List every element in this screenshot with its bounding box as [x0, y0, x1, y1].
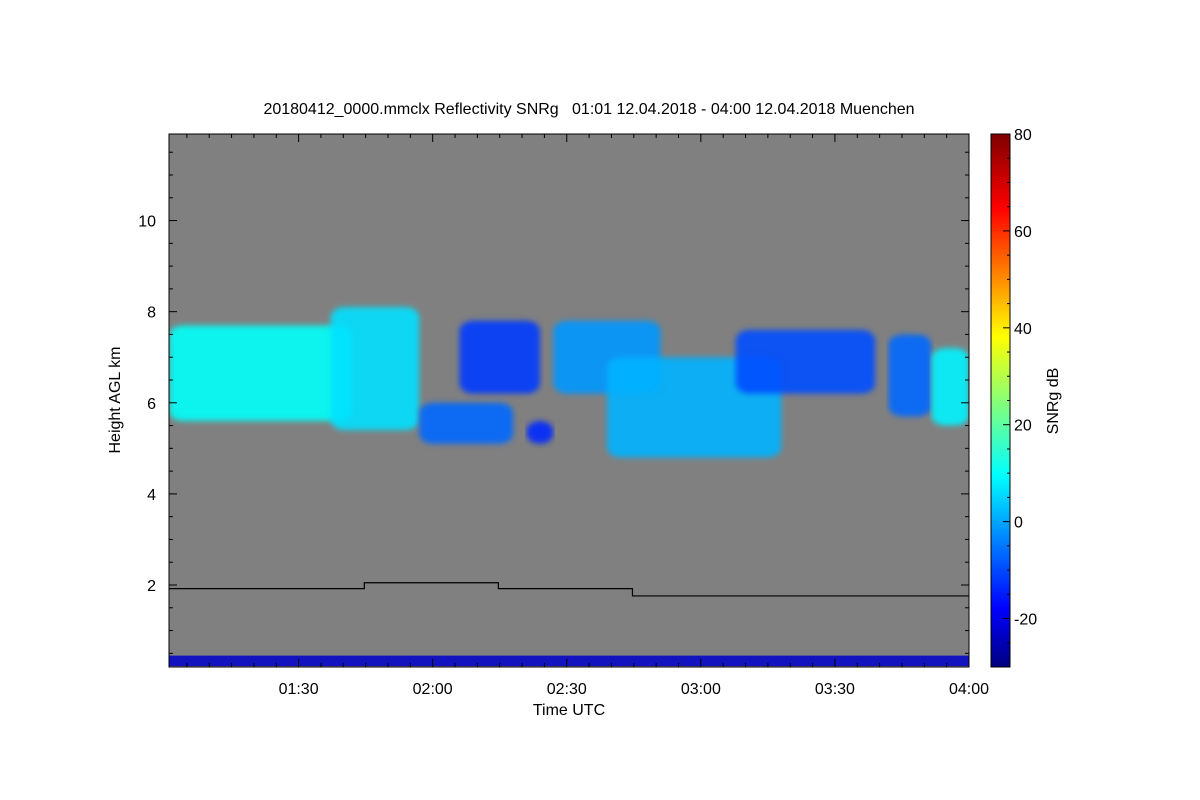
plot-frame — [168, 133, 970, 668]
y-tick-label: 6 — [147, 396, 156, 413]
x-tick-label: 04:00 — [949, 681, 989, 698]
y-tick-label: 8 — [147, 305, 156, 322]
cloud-region — [169, 325, 353, 421]
colorbar-tick-label: 0 — [1014, 515, 1023, 532]
y-axis-label: Height AGL km — [107, 346, 124, 453]
cloud-region — [735, 329, 876, 394]
colorbar-tick-label: 80 — [1014, 127, 1032, 144]
chart-title: 20180412_0000.mmclx Reflectivity SNRg 01… — [263, 101, 914, 118]
cloud-region — [330, 307, 420, 431]
y-tick-label: 4 — [147, 487, 156, 504]
cloud-base-path — [169, 582, 969, 597]
colorbar-tick-label: 40 — [1014, 321, 1032, 338]
cloud-region — [526, 421, 554, 444]
cloud-region — [419, 402, 514, 444]
x-tick-label: 03:30 — [815, 681, 855, 698]
colorbar-tick-label: 20 — [1014, 418, 1032, 435]
y-tick-label: 2 — [147, 578, 156, 595]
x-tick-label: 01:30 — [279, 681, 319, 698]
colorbar-label: SNRg dB — [1045, 368, 1062, 435]
y-axis-ticks: 2 4 6 8 10 — [138, 151, 969, 654]
x-axis-label: Time UTC — [533, 702, 605, 719]
x-tick-label: 03:00 — [681, 681, 721, 698]
colorbar-ticks: 80 60 40 20 0 -20 — [1003, 127, 1037, 644]
cloud-layer — [169, 307, 969, 667]
colorbar-tick-label: -20 — [1014, 612, 1037, 629]
x-axis-ticks: 01:30 02:00 02:30 03:00 03:30 04:00 — [186, 134, 989, 698]
cloud-region — [888, 334, 932, 417]
x-tick-label: 02:00 — [413, 681, 453, 698]
y-tick-label: 10 — [138, 214, 156, 231]
near-surface-band — [169, 655, 969, 667]
cloud-region — [459, 320, 540, 394]
x-tick-label: 02:30 — [547, 681, 587, 698]
cloud-region — [931, 348, 969, 426]
cloud-base-line — [169, 582, 969, 597]
colorbar-tick-label: 60 — [1014, 224, 1032, 241]
